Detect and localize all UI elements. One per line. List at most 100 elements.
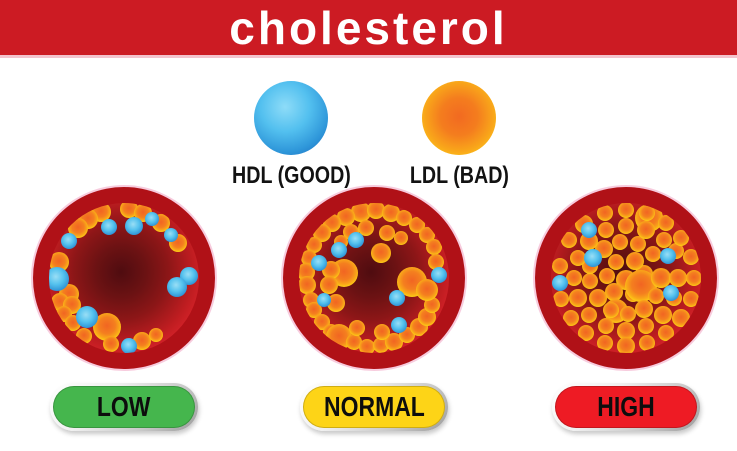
ldl-particle [683, 291, 699, 307]
ldl-particle [651, 268, 671, 288]
ldl-particle [656, 232, 672, 248]
ldl-particle [394, 231, 408, 245]
level-pill-label: HIGH [597, 391, 655, 422]
ldl-particle [396, 210, 412, 226]
ldl-particle [379, 225, 395, 241]
ldl-particle [630, 236, 646, 252]
hdl-particle [121, 338, 137, 353]
blood-vessel-cross-section [283, 187, 465, 369]
blood-vessel-cross-section [535, 187, 717, 369]
hdl-particle [164, 228, 178, 242]
ldl-circle-icon [422, 81, 496, 155]
ldl-particle [385, 333, 403, 351]
ldl-particle [597, 205, 613, 221]
level-pill-high: HIGH [552, 383, 700, 431]
ldl-particle [371, 243, 391, 263]
ldl-particle [346, 334, 362, 350]
ldl-particle [672, 309, 690, 327]
ldl-particle [639, 335, 655, 351]
hdl-particle [581, 222, 597, 238]
title-banner: cholesterol [0, 0, 737, 58]
ldl-particle [120, 203, 138, 218]
level-pill-low: LOW [50, 383, 198, 431]
hdl-particle [125, 217, 143, 235]
ldl-particle [658, 215, 674, 231]
ldl-particle [424, 297, 440, 313]
hdl-particle [145, 212, 159, 226]
ldl-particle [382, 204, 400, 222]
ldl-particle [603, 302, 619, 318]
hdl-particle [61, 233, 77, 249]
ldl-particle [589, 289, 607, 307]
ldl-particle [553, 291, 569, 307]
hdl-particle [552, 275, 568, 291]
ldl-particle [561, 232, 577, 248]
ldl-particle [669, 269, 687, 287]
ldl-particle [569, 289, 587, 307]
ldl-particle [605, 283, 623, 301]
ldl-particle [359, 339, 375, 353]
ldl-particle [683, 249, 699, 265]
ldl-particle [337, 208, 355, 226]
hdl-particle [76, 306, 98, 328]
hdl-circle-icon [254, 81, 328, 155]
ldl-particle [367, 203, 385, 219]
ldl-particle [637, 221, 655, 239]
hdl-particle [431, 267, 447, 283]
hdl-particle [101, 219, 117, 235]
ldl-particle [103, 336, 119, 352]
ldl-particle [608, 254, 624, 270]
vessel-column-normal: NORMAL [283, 187, 465, 431]
ldl-particle [686, 270, 701, 286]
ldl-particle [617, 337, 635, 353]
ldl-particle [552, 258, 568, 274]
ldl-particle [68, 218, 88, 238]
ldl-particle [620, 306, 636, 322]
legend-label-ldl: LDL (BAD) [409, 162, 509, 189]
level-pill-label: LOW [97, 391, 151, 422]
ldl-particle [598, 222, 614, 238]
level-pill-core: HIGH [555, 386, 697, 428]
level-pill-normal: NORMAL [300, 383, 448, 431]
hdl-particle [391, 317, 407, 333]
ldl-particle [578, 325, 594, 341]
ldl-particle [299, 276, 316, 294]
ldl-particle [618, 203, 634, 218]
ldl-particle [597, 335, 613, 351]
ldl-particle [349, 320, 365, 336]
ldl-particle [612, 234, 628, 250]
ldl-particle [617, 322, 635, 340]
ldl-particle [416, 279, 438, 301]
level-pill-core: NORMAL [303, 386, 445, 428]
ldl-particle [635, 300, 653, 318]
ldl-particle [618, 218, 634, 234]
blood-vessel-cross-section [33, 187, 215, 369]
level-pill-label: NORMAL [323, 391, 425, 422]
level-pill-core: LOW [53, 386, 195, 428]
ldl-particle [673, 230, 689, 246]
legend-item-ldl: LDL (BAD) [374, 81, 544, 190]
ldl-particle [599, 268, 615, 284]
vessel-lumen [551, 203, 701, 353]
hdl-particle [331, 242, 347, 258]
ldl-particle [428, 254, 444, 270]
ldl-particle [570, 250, 586, 266]
hdl-particle [167, 277, 187, 297]
ldl-particle [566, 270, 582, 286]
ldl-particle [320, 276, 338, 294]
hdl-particle [584, 249, 602, 267]
legend-item-hdl: HDL (GOOD) [206, 81, 376, 190]
ldl-particle [374, 324, 390, 340]
page-title: cholesterol [229, 1, 508, 54]
ldl-particle [426, 239, 442, 255]
ldl-particle [598, 318, 614, 334]
ldl-particle [626, 252, 644, 270]
ldl-particle [351, 203, 371, 222]
ldl-particle [658, 325, 674, 341]
ldl-particle [149, 328, 163, 342]
vessel-column-low: LOW [33, 187, 215, 431]
hdl-particle [317, 293, 331, 307]
hdl-particle [49, 267, 69, 291]
ldl-particle [358, 220, 374, 236]
hdl-particle [389, 290, 405, 306]
